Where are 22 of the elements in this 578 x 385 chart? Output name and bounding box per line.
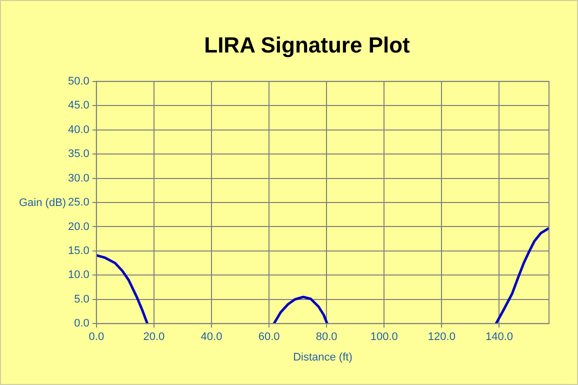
y-tick-label: 45.0 [68,100,90,112]
x-tick-label: 0.0 [88,331,104,344]
x-tick-label: 20.0 [143,331,165,344]
y-tick-label: 20.0 [68,220,90,233]
x-tick-label: 40.0 [200,331,222,344]
x-tick-label: 80.0 [316,331,338,344]
chart-title: LIRA Signature Plot [204,32,411,58]
y-tick-label: 10.0 [68,269,90,282]
x-tick-label: 120.0 [428,331,456,344]
x-tick-label: 140.0 [485,331,513,344]
y-tick-label: 5.0 [74,293,90,306]
y-tick-label: 30.0 [68,172,90,184]
y-tick-label: 25.0 [68,196,90,209]
x-axis-title: Distance (ft) [293,351,352,364]
y-tick-label: 50.0 [68,75,90,88]
y-tick-label: 15.0 [68,244,90,257]
y-tick-label: 0.0 [74,318,90,330]
y-tick-label: 35.0 [68,148,90,160]
x-tick-label: 60.0 [258,331,280,344]
y-axis-title: Gain (dB) [19,197,66,209]
x-tick-label: 100.0 [370,331,398,344]
y-tick-label: 40.0 [68,124,90,136]
